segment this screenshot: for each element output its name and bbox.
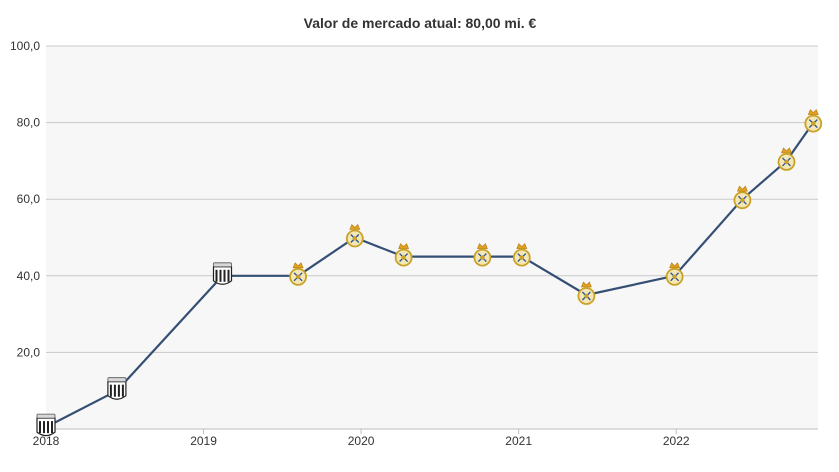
- y-tick-label: 100,0: [10, 39, 40, 53]
- plot-area: [46, 46, 818, 429]
- data-point-real-madrid-crest-8[interactable]: [577, 281, 596, 305]
- data-point-real-madrid-crest-7[interactable]: [512, 243, 531, 267]
- x-tick-label: 2018: [33, 434, 60, 448]
- y-tick-label: 20,0: [17, 345, 41, 359]
- grid-lines: [46, 45, 818, 353]
- data-point-santos-crest-1[interactable]: [107, 377, 127, 400]
- x-tick-label: 2020: [348, 434, 375, 448]
- data-point-santos-crest-2[interactable]: [212, 262, 233, 285]
- data-point-santos-crest-0[interactable]: [36, 413, 56, 437]
- data-point-real-madrid-crest-5[interactable]: [394, 243, 413, 267]
- y-axis-ticks: 20,0 40,0 60,0 80,0 100,0: [10, 39, 40, 359]
- x-axis-ticks: 2018 2019 2020 2021 2022: [33, 429, 690, 448]
- data-point-real-madrid-crest-4[interactable]: [345, 223, 364, 248]
- x-tick-label: 2022: [663, 434, 690, 448]
- data-markers: [36, 109, 823, 437]
- data-point-real-madrid-crest-9[interactable]: [665, 262, 684, 286]
- x-tick-label: 2021: [505, 434, 532, 448]
- data-point-real-madrid-crest-11[interactable]: [777, 147, 796, 171]
- y-tick-label: 80,0: [17, 116, 41, 130]
- x-tick-label: 2019: [190, 434, 217, 448]
- y-tick-label: 40,0: [17, 269, 41, 283]
- chart-title: Valor de mercado atual: 80,00 mi. €: [304, 15, 537, 31]
- data-point-real-madrid-crest-10[interactable]: [733, 185, 752, 210]
- y-tick-label: 60,0: [17, 192, 41, 206]
- data-point-real-madrid-crest-6[interactable]: [473, 243, 492, 267]
- data-point-real-madrid-crest-3[interactable]: [289, 262, 308, 286]
- data-point-real-madrid-crest-12[interactable]: [804, 109, 823, 133]
